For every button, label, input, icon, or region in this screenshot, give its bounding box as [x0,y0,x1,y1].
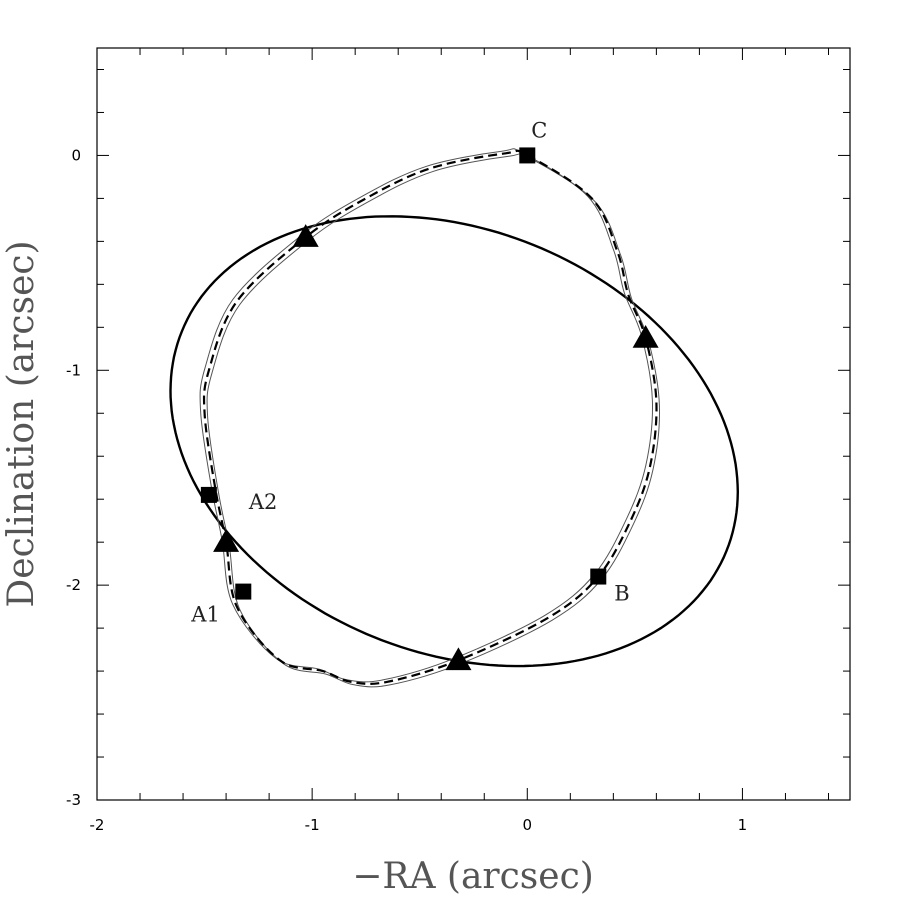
image-markers: C A2 A1 B [190,118,659,671]
caustic-ellipse [169,215,740,668]
image-label: B [614,582,629,606]
y-tick-label: -3 [66,791,81,809]
critical-curve-outer [199,148,654,683]
observed-image-square [235,583,252,600]
x-tick-label: 0 [523,816,533,834]
y-axis-title: Declination (arcsec) [1,240,42,607]
plot-frame [96,47,851,801]
predicted-image-triangle [445,647,472,671]
x-tick-label: -1 [305,816,320,834]
tick-labels: -2 -1 0 1 0 -1 -2 -3 [66,146,747,834]
critical-curves [199,148,661,688]
predicted-image-triangle [213,529,240,552]
image-label: A1 [190,603,220,627]
x-axis-title: −RA (arcsec) [352,856,594,897]
observed-image-square [200,486,217,503]
critical-curve-dashed [202,149,658,685]
observed-image-square [590,568,607,585]
observed-image-square [519,147,536,164]
y-tick-label: -2 [66,576,81,594]
caustic-ellipse-line [169,215,740,668]
critical-curve-inner [206,153,661,688]
y-tick-label: -1 [66,361,81,379]
predicted-image-triangle [292,224,319,247]
image-label: A2 [248,490,278,514]
x-tick-label: -2 [90,816,105,834]
predicted-image-triangle [632,325,659,348]
x-tick-label: 1 [738,816,748,834]
y-tick-label: 0 [71,146,81,164]
axis-ticks [96,48,850,801]
image-label: C [531,118,547,142]
